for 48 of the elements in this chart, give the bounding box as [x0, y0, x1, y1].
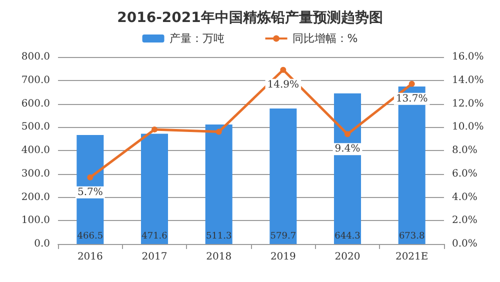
y-tick-label: 300.0: [21, 168, 50, 180]
y-tick-label: 100.0: [21, 215, 50, 226]
y2-tick-label: 16.0%: [452, 52, 484, 62]
y2-tick-label: 8.0%: [452, 145, 478, 156]
bar: [205, 124, 232, 244]
y-tick-label: 600.0: [21, 98, 50, 110]
data-label: 644.3: [334, 232, 361, 242]
data-label: 466.5: [77, 232, 104, 242]
y-tick-label: 200.0: [21, 192, 50, 203]
data-label: 5.7%: [77, 186, 103, 198]
x-tick-label: 2017: [142, 252, 168, 262]
y2-tick-label: 6.0%: [452, 168, 478, 180]
chart-title: 2016-2021年中国精炼铅产量预测趋势图: [117, 9, 383, 26]
data-label: 511.3: [206, 232, 232, 242]
bar: [270, 108, 297, 244]
bar: [398, 86, 426, 244]
legend-label: 同比增幅：%: [292, 32, 358, 45]
legend-label: 产量：万吨: [169, 32, 224, 45]
point: [216, 128, 222, 135]
data-label: 13.7%: [396, 93, 428, 104]
data-label: 579.7: [270, 232, 296, 242]
bar: [334, 93, 362, 244]
y2-tick-label: 0.0%: [452, 238, 478, 250]
y2-tick-label: 4.0%: [452, 192, 478, 203]
data-label: 673.8: [398, 232, 425, 242]
x-tick-label: 2016: [77, 252, 103, 262]
point: [344, 131, 350, 138]
data-label: 9.4%: [334, 144, 360, 155]
y2-tick-label: 2.0%: [452, 215, 478, 226]
x-tick-label: 2020: [334, 252, 360, 262]
x-tick-label: 2019: [270, 252, 296, 262]
point: [408, 80, 415, 87]
y2-tick-label: 10.0%: [452, 122, 484, 133]
y-tick-label: 700.0: [21, 74, 50, 86]
y-tick-label: 400.0: [21, 145, 50, 156]
x-tick-label: 2018: [206, 252, 232, 262]
point: [152, 126, 158, 132]
data-label: 14.9%: [267, 79, 300, 90]
point: [87, 174, 94, 180]
point: [280, 66, 286, 73]
x-tick-label: 2021E: [395, 252, 428, 262]
data-label: 471.6: [142, 232, 168, 242]
y-tick-label: 500.0: [21, 122, 50, 133]
bar: [140, 134, 168, 244]
y2-tick-label: 14.0%: [452, 74, 484, 86]
y-tick-label: 0.0: [34, 238, 50, 250]
y2-tick-label: 12.0%: [452, 98, 484, 110]
y-tick-label: 800.0: [21, 52, 50, 62]
